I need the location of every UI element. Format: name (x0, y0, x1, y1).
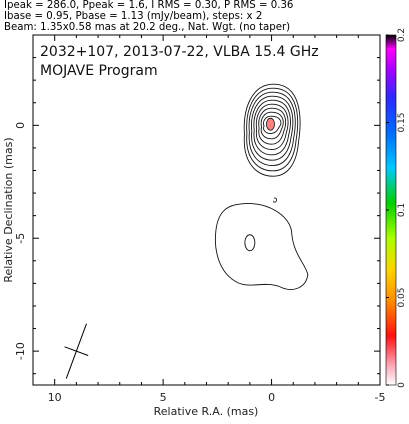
x-tick-label: -5 (375, 391, 386, 404)
core-contour (243, 83, 301, 177)
beam-marker (64, 323, 89, 379)
colorbar-tick-label: 0.05 (397, 287, 407, 307)
core-contour (258, 107, 287, 145)
beam-minor-axis (64, 346, 89, 356)
header-line-1: Ipeak = 286.0, Ppeak = 1.6, I RMS = 0.30… (4, 0, 294, 11)
colorbar-tick-label: 0 (397, 382, 407, 388)
core-contour (260, 111, 284, 140)
x-axis-title: Relative R.A. (mas) (154, 405, 259, 418)
plot-title: 2032+107, 2013-07-22, VLBA 15.4 GHz (40, 44, 319, 60)
core-contour (251, 95, 294, 161)
x-tick-label: 5 (160, 391, 167, 404)
peak-marker (266, 117, 275, 131)
core-contour (263, 115, 282, 134)
core-contour (255, 103, 289, 150)
core-contour (246, 87, 299, 172)
y-tick-label: -10 (14, 342, 27, 360)
colorbar-tick-label: 0.15 (397, 112, 407, 132)
y-tick-label: -5 (14, 233, 27, 244)
y-axis-title: Relative Declination (mas) (2, 137, 15, 282)
plot-frame (32, 34, 381, 386)
x-tick-label: 10 (48, 391, 62, 404)
plot-subtitle: MOJAVE Program (40, 63, 158, 79)
small-contour (273, 197, 277, 203)
secondary-contour (214, 203, 309, 290)
contour-layer (214, 83, 309, 290)
colorbar-tick-label: 0.2 (397, 28, 407, 42)
secondary-inner-contour (244, 234, 256, 252)
x-tick-label: 0 (268, 391, 275, 404)
header-line-2: Ibase = 0.95, Pbase = 1.13 (mJy/beam), s… (4, 11, 263, 22)
core-contour (248, 91, 296, 166)
y-tick-label: 0 (14, 122, 27, 129)
core-contour (253, 99, 291, 156)
colorbar-tick-label: 0.1 (397, 203, 407, 217)
axis-ticks: 10 5 0 -5 0 -5 -10 (14, 35, 385, 404)
header-line-3: Beam: 1.35x0.58 mas at 20.2 deg., Nat. W… (4, 22, 291, 33)
colorbar-ticks: 0 0.05 0.1 0.15 0.2 (386, 28, 407, 388)
